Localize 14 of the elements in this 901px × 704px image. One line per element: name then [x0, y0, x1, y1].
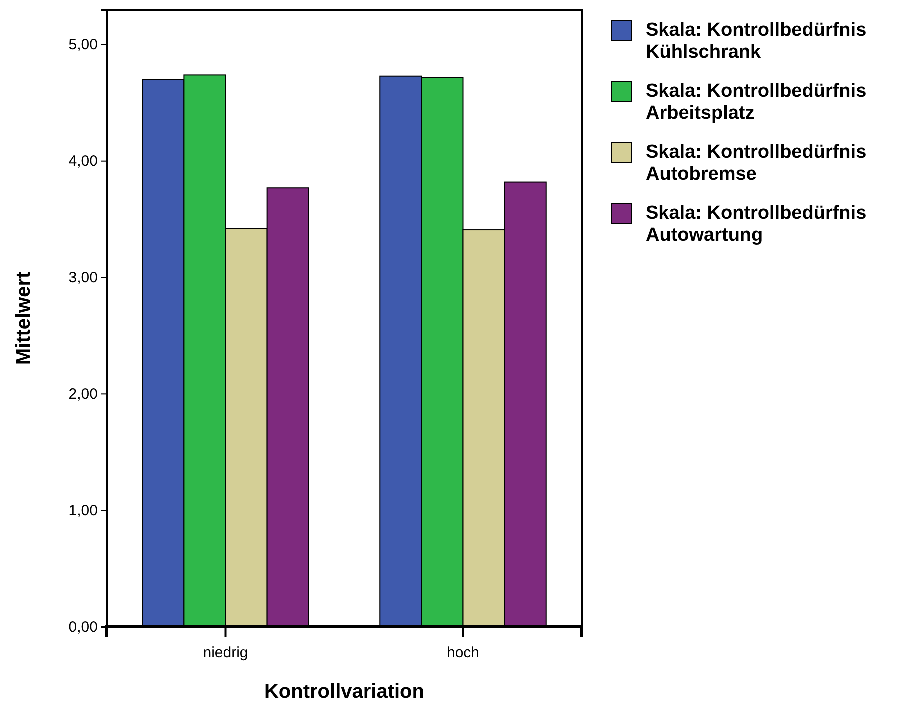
y-tick-label: 1,00: [68, 502, 98, 520]
x-tick-label: niedrig: [203, 644, 248, 662]
legend-label: Skala: Kontrollbedürfnis Arbeitsplatz: [646, 81, 867, 124]
legend-label: Skala: Kontrollbedürfnis Autobremse: [646, 142, 867, 185]
y-axis-title: Mittelwert: [13, 271, 35, 366]
legend-label: Skala: Kontrollbedürfnis Kühlschrank: [646, 20, 867, 63]
y-tick-label: 4,00: [68, 153, 98, 170]
x-tick-label: hoch: [446, 644, 480, 662]
y-tick-label: 2,00: [68, 386, 98, 403]
legend-label: Skala: Kontrollbedürfnis Autowartung: [646, 203, 867, 246]
x-axis-title: Kontrollvariation: [264, 681, 425, 703]
y-tick-label: 3,00: [68, 270, 98, 287]
y-tick-label: 5,00: [68, 36, 98, 54]
y-tick-label: 0,00: [68, 618, 98, 636]
